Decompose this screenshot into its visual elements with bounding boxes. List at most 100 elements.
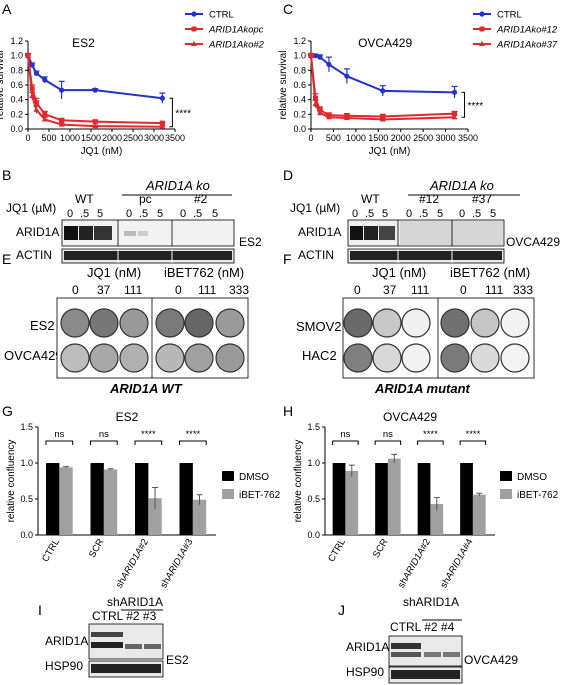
data-point [325,114,332,120]
y-axis-label: relative survival [278,51,289,120]
legend-label: iBET-762 [517,490,559,501]
colony-e-dose: 111 [124,283,143,297]
x-tick-label: 2500 [123,133,143,143]
blot-d-dose: 5 [490,208,496,220]
colony-plate [401,343,431,373]
legend-swatch [222,489,234,499]
blot-d-dose: 0 [352,208,358,220]
blot-d-dose: 0 [406,208,412,220]
legend-label: ARID1Ako#2 [208,40,265,51]
data-point [29,93,36,98]
panel-letter-e: E [2,251,11,267]
colony-plate [500,308,530,338]
data-point [343,115,350,120]
data-point [317,54,323,60]
chart-title: OVCA429 [358,36,412,50]
data-point [451,89,458,95]
significance-label: **** [423,429,438,440]
blot-b-dose: 0 [180,208,186,220]
y-tick-label: 1.5 [20,422,33,432]
chart-title: ES2 [116,410,139,424]
legend-marker [479,26,485,32]
significance-label: ns [99,429,109,440]
data-point [159,120,165,126]
x-tick-label: shARID1A#3 [158,537,195,590]
blot-j-cell-line: OVCA429 [464,653,518,667]
colony-plate [155,343,185,373]
data-point [451,114,458,120]
colony-e: JQ1 (nM) iBET762 (nM) 0 37 111 0 111 333… [4,265,249,396]
chart-a-survival-es2: ES2 0.0 0.2 0.4 0.6 0.8 1.0 1.2 0 500 1000 1500 2000… [0,10,265,158]
colony-e-dose: 111 [198,283,217,297]
data-point [58,121,65,127]
x-tick-label: 500 [326,133,341,143]
blot-d-dose: 0 [459,208,465,220]
x-tick-label: 1500 [368,133,388,143]
blot-i-header: shARID1A [107,595,163,609]
panel-letter-f: F [283,251,292,267]
colony-plate [215,308,245,338]
data-point [92,87,98,93]
blot-i: shARID1A CTRL #2 #3 ARID1A HSP90 ES2 [45,595,189,678]
bar [387,458,401,535]
blot-b-dose: .5 [139,208,148,220]
data-point [326,61,332,68]
panel-letter-d: D [283,167,293,183]
data-point [344,73,350,79]
significance-label: **** [141,429,156,440]
colony-f-dose: 111 [485,283,504,297]
data-point [59,117,65,123]
legend-label: ARID1Akopc [208,25,264,36]
blot-b-dose: 0 [126,208,132,220]
significance-bracket [417,440,444,445]
significance-label: **** [468,101,484,112]
significance-bracket [374,440,402,445]
y-tick-label: 0.0 [10,124,23,134]
y-axis-label: relative survival [0,51,6,120]
panel-letter-j: J [338,602,345,618]
colony-plate [470,308,500,338]
bar [460,463,473,535]
blot-b-ko-label: ARID1A ko [145,178,210,193]
significance-bracket [134,440,163,445]
colony-plate [155,308,185,338]
y-tick-label: 0.5 [20,494,33,504]
y-tick-label: 0.4 [293,95,306,105]
colony-f-dose: 37 [383,283,397,297]
blot-b: JQ1 (µM) ARID1A ko WT pc #2 0 .5 5 0 .5 … [6,178,262,264]
colony-f-caption: ARID1A mutant [374,381,471,396]
legend-label: CTRL [497,10,522,21]
y-tick-label: 0.0 [307,530,320,540]
blot-j-lanes: CTRL #2 #4 [390,620,455,634]
legend-label: CTRL [209,10,234,21]
legend-label: ARID1Ako#37 [496,40,558,51]
blot-d-dose: .5 [419,208,428,220]
blot-d-group-wt: WT [361,192,380,206]
colony-plate [119,308,149,338]
y-tick-label: 1.0 [307,458,320,468]
x-axis-label: JQ1 (nM) [369,146,411,157]
blot-d-dose: 5 [437,208,443,220]
colony-plate [60,343,90,373]
data-point [92,123,99,129]
y-tick-label: 0.5 [307,494,320,504]
colony-plate [89,308,119,338]
legend-label: DMSO [239,472,269,483]
legend-marker [479,11,485,17]
chart-c-survival-ovca429: OVCA429 0.0 0.2 0.4 0.6 0.8 1.0 1.2 0 500 1000 1500… [278,10,558,158]
colony-f-dose: 111 [411,283,430,297]
significance-label: **** [466,429,481,440]
x-axis-label: JQ1 (nM) [81,146,123,157]
y-tick-label: 1.0 [10,51,23,61]
significance-label: ns [340,429,350,440]
blot-i-row-arid1a: ARID1A [45,634,88,648]
blot-b-group-2: #2 [194,192,208,206]
bar [332,463,346,535]
panel-letter-h: H [283,403,293,419]
y-tick-label: 0.6 [10,80,23,90]
colony-plate [440,343,470,373]
legend-marker [479,41,485,46]
blot-b-row-actin: ACTIN [16,248,52,262]
data-point [42,77,48,83]
panel-letter-b: B [2,167,11,183]
